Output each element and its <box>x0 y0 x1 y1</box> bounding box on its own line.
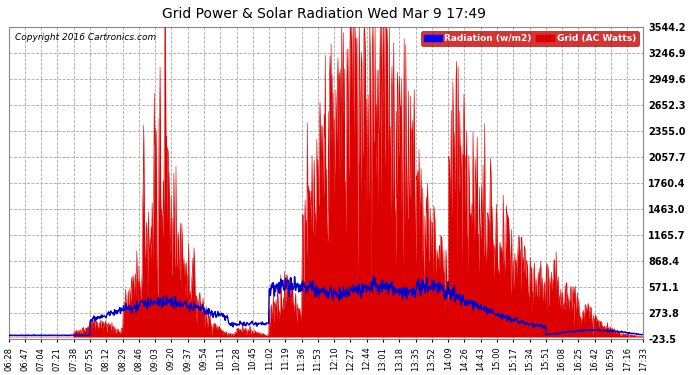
Legend: Radiation (w/m2), Grid (AC Watts): Radiation (w/m2), Grid (AC Watts) <box>421 32 639 46</box>
Text: Grid Power & Solar Radiation Wed Mar 9 17:49: Grid Power & Solar Radiation Wed Mar 9 1… <box>162 8 486 21</box>
Text: Copyright 2016 Cartronics.com: Copyright 2016 Cartronics.com <box>15 33 156 42</box>
